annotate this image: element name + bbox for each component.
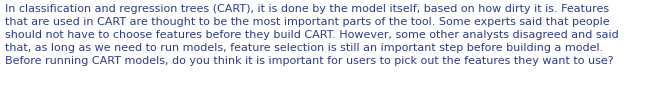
Text: In classification and regression trees (CART), it is done by the model itself, b: In classification and regression trees (… <box>5 4 619 66</box>
